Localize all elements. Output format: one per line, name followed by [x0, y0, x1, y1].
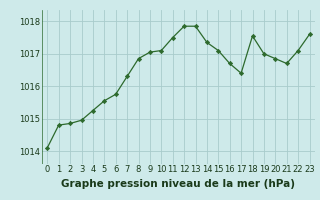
X-axis label: Graphe pression niveau de la mer (hPa): Graphe pression niveau de la mer (hPa) — [61, 179, 295, 189]
